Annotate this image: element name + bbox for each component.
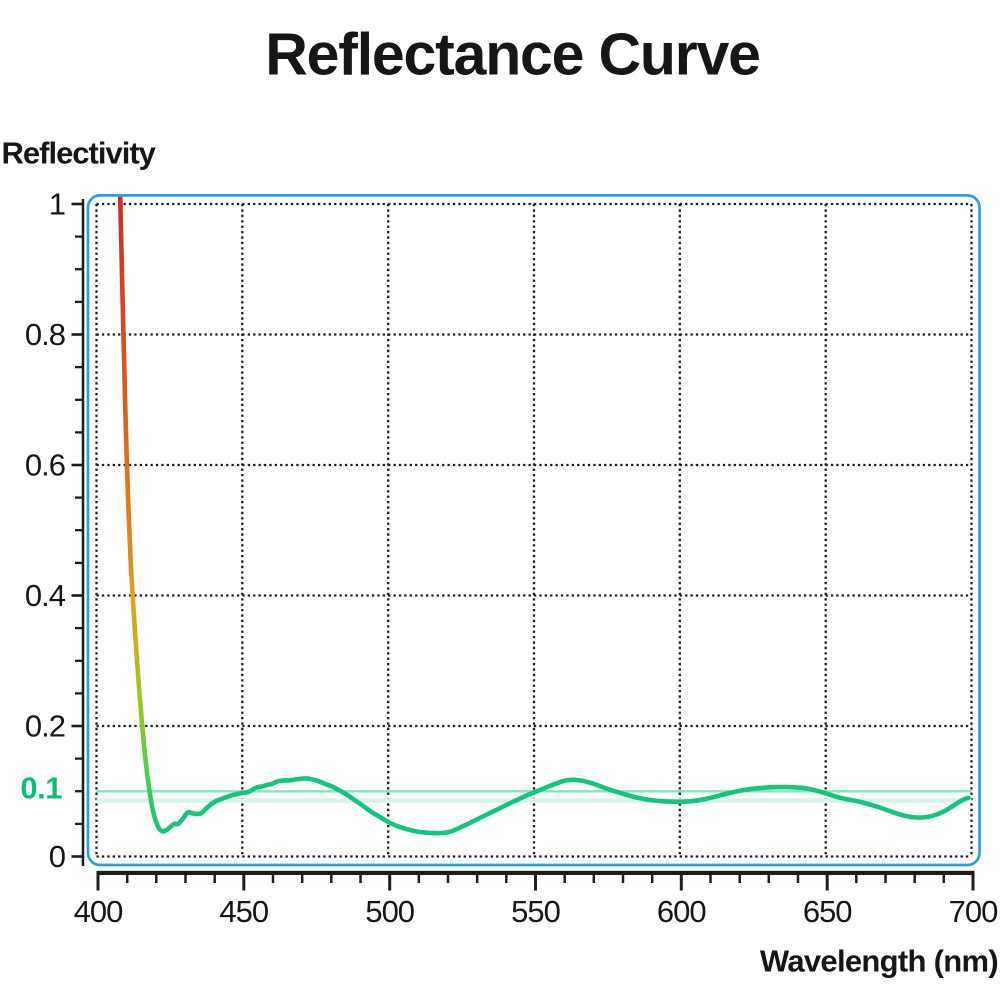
svg-text:0.6: 0.6 xyxy=(25,448,65,483)
svg-text:400: 400 xyxy=(74,894,123,929)
svg-text:700: 700 xyxy=(949,894,998,929)
svg-text:550: 550 xyxy=(511,894,560,929)
svg-text:0.2: 0.2 xyxy=(25,709,65,744)
svg-text:Wavelength (nm): Wavelength (nm) xyxy=(760,944,998,979)
svg-text:0.4: 0.4 xyxy=(25,578,66,613)
svg-text:500: 500 xyxy=(365,894,414,929)
svg-text:600: 600 xyxy=(657,894,706,929)
svg-text:450: 450 xyxy=(219,894,268,929)
svg-text:Reflectivity: Reflectivity xyxy=(2,136,157,171)
svg-text:0.1: 0.1 xyxy=(20,771,62,806)
svg-text:650: 650 xyxy=(803,894,852,929)
svg-text:0.8: 0.8 xyxy=(25,317,65,352)
svg-text:0: 0 xyxy=(49,839,66,874)
svg-text:1: 1 xyxy=(49,187,65,222)
svg-text:Reflectance Curve: Reflectance Curve xyxy=(265,22,759,88)
